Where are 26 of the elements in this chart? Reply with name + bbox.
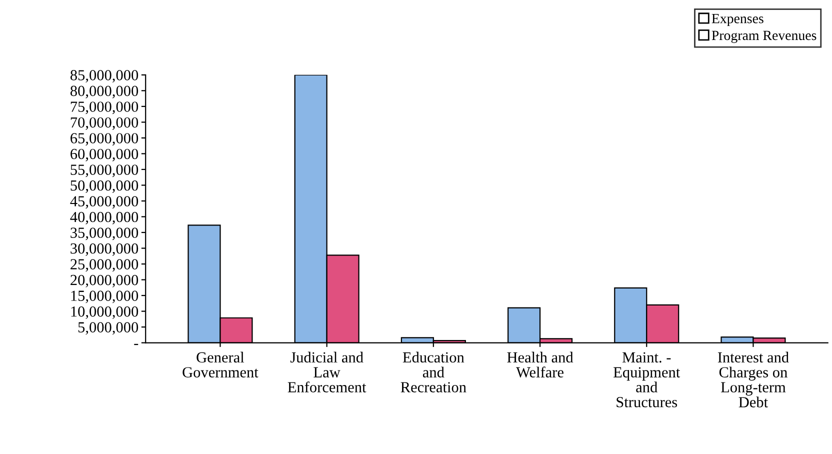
y-tick-label: 80,000,000 [70,86,138,98]
y-tick-label: - [134,344,138,346]
y-tick-label: 60,000,000 [70,148,138,162]
y-tick-label: 15,000,000 [71,290,138,304]
legend-label: Expenses [712,14,764,26]
y-tick-label: 55,000,000 [70,164,138,178]
y-tick-label: 45,000,000 [70,196,138,209]
x-tick-label: General Government [182,352,258,378]
y-tick-label: 50,000,000 [70,180,138,193]
y-tick-label: 5,000,000 [78,322,138,335]
y-tick-label: 20,000,000 [70,274,138,288]
x-tick-label: Education and Recreation [400,352,466,392]
x-tick-label: Interest and Charges on Long-term Debt [718,352,789,408]
y-tick-label: 70,000,000 [70,117,138,130]
y-tick-label: 40,000,000 [70,212,138,224]
y-tick-label: 35,000,000 [70,228,138,240]
x-tick-label: Health and Welfare [507,352,574,378]
y-tick-label: 85,000,000 [70,70,138,83]
y-tick-label: 75,000,000 [70,102,138,114]
y-tick-label: 10,000,000 [71,306,138,319]
x-tick-label: Judicial and Law Enforcement [288,352,366,392]
x-tick-label: Maint. - Equipment and Structures [614,352,680,408]
legend-label: Program Revenues [712,30,816,43]
y-tick-label: 30,000,000 [70,243,138,256]
y-tick-label: 25,000,000 [70,259,138,272]
y-tick-label: 65,000,000 [70,133,138,146]
